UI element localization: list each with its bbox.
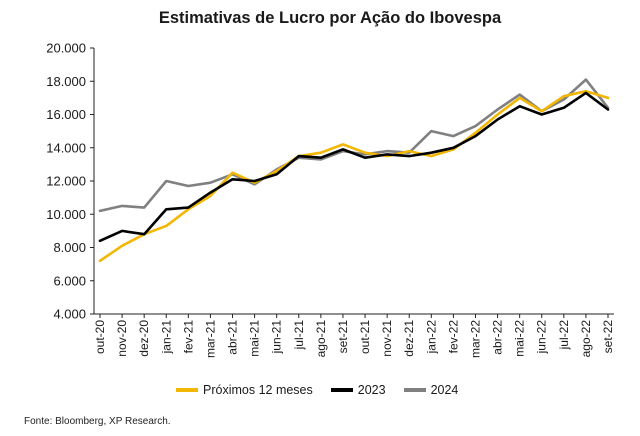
x-tick-label: jun-21: [270, 320, 284, 355]
y-tick-label: 4.000: [53, 307, 86, 322]
series-line-pr-ximos-12-meses: [98, 89, 610, 263]
legend-swatch-proximos-12-meses: [176, 388, 198, 392]
x-tick-labels: out-20 nov-20 dez-20 jan-21 fev-21 mar-21 abr-…: [93, 320, 615, 358]
y-tick-label: 14.000: [46, 140, 86, 155]
x-tick-label: mar-21: [203, 320, 217, 358]
axes: [90, 47, 614, 318]
x-tick-label: jan-22: [424, 320, 438, 355]
y-tick-labels: 4.000 6.000 8.000 10.000 12.000 14.000 16.000 1…: [46, 41, 86, 322]
legend-swatch-2023: [330, 388, 353, 392]
y-tick-label: 18.000: [46, 74, 86, 89]
x-tick-label: ago-21: [314, 320, 328, 358]
legend-swatch-2024: [403, 388, 426, 392]
x-tick-label: out-20: [93, 320, 107, 354]
legend-label: Próximos 12 meses: [203, 383, 313, 397]
x-tick-label: fev-21: [181, 320, 195, 354]
x-tick-label: abr-21: [226, 320, 240, 355]
x-tick-label: abr-22: [491, 320, 505, 355]
x-tick-label: set-22: [601, 320, 615, 354]
x-tick-label: jul-21: [292, 320, 306, 351]
y-tick-label: 20.000: [46, 41, 86, 56]
legend-label: 2023: [357, 383, 386, 397]
x-tick-label: dez-21: [402, 320, 416, 357]
chart-title: Estimativas de Lucro por Ação do Ibovesp…: [158, 9, 502, 27]
source-note: Fonte: Bloomberg, XP Research.: [24, 416, 171, 427]
x-tick-label: out-21: [358, 320, 372, 354]
legend: Próximos 12 meses 2023 2024: [176, 383, 476, 397]
x-tick-label: jan-21: [159, 320, 173, 355]
y-tick-label: 6.000: [53, 273, 86, 288]
x-tick-label: fev-22: [446, 320, 460, 354]
legend-item-2024: 2024: [403, 383, 459, 397]
x-tick-label: set-21: [336, 320, 350, 354]
x-tick-label: dez-20: [137, 320, 151, 357]
x-tick-label: mar-22: [468, 320, 482, 358]
legend-item-2023: 2023: [330, 383, 386, 397]
x-tick-label: mai-21: [248, 320, 262, 357]
series-line-2024: [98, 78, 610, 213]
x-tick-label: nov-20: [115, 320, 129, 357]
x-tick-label: nov-21: [380, 320, 394, 357]
y-tick-label: 10.000: [46, 207, 86, 222]
x-tick-label: jul-22: [557, 320, 571, 351]
legend-item-proximos-12-meses: Próximos 12 meses: [176, 383, 313, 397]
legend-label: 2024: [430, 383, 459, 397]
y-tick-label: 12.000: [46, 174, 86, 189]
series-lines: [98, 78, 610, 263]
y-tick-label: 8.000: [53, 240, 86, 255]
x-tick-label: ago-22: [579, 320, 593, 358]
x-tick-label: jun-22: [535, 320, 549, 355]
y-tick-label: 16.000: [46, 107, 86, 122]
x-tick-label: mai-22: [513, 320, 527, 357]
series-line-2023: [98, 91, 610, 243]
